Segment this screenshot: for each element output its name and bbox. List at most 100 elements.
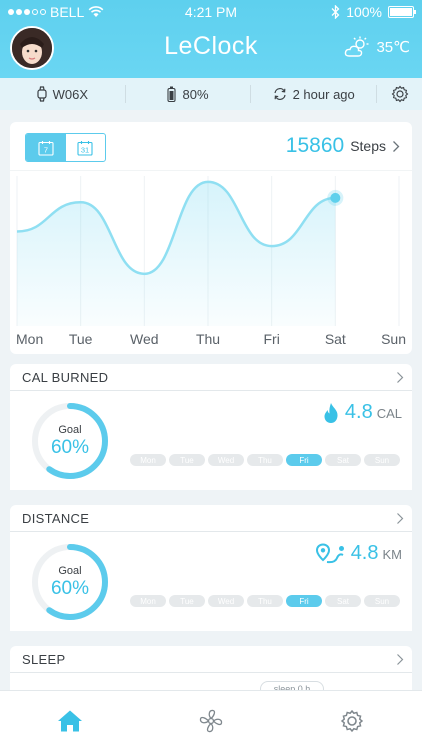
sleep-header[interactable]: SLEEP: [10, 646, 412, 672]
home-icon: [58, 710, 83, 731]
distance-goal-text: Goal 60%: [30, 542, 110, 622]
steps-chart: Mon Tue Wed Thu Fri Sat Sun: [10, 170, 412, 347]
sleep-title: SLEEP: [22, 652, 66, 667]
cal-day-thu[interactable]: Thu: [247, 454, 283, 466]
wifi-icon: [88, 6, 104, 17]
device-name[interactable]: W06X: [0, 85, 125, 103]
distance-day-wed[interactable]: Wed: [208, 595, 244, 607]
distance-day-tue[interactable]: Tue: [169, 595, 205, 607]
chart-series-line: [16, 180, 336, 276]
chart-area-fill: [17, 181, 336, 326]
distance-body: Goal 60% 4.8 KM Mon Tue Wed Thu Fri Sat …: [10, 531, 412, 631]
device-settings-button[interactable]: [376, 85, 422, 103]
cal-burned-header[interactable]: CAL BURNED: [10, 364, 412, 390]
distance-title: DISTANCE: [22, 511, 90, 526]
bluetooth-icon: [331, 5, 340, 19]
distance-day-fri[interactable]: Fri: [286, 595, 322, 607]
distance-unit: KM: [382, 547, 403, 562]
user-avatar[interactable]: [10, 26, 54, 70]
device-battery: 80%: [124, 85, 251, 103]
distance-day-sat[interactable]: Sat: [325, 595, 361, 607]
weather-widget[interactable]: 35℃: [344, 36, 410, 58]
distance-value: 4.8: [350, 542, 379, 564]
sync-icon: [273, 88, 286, 100]
distance-header[interactable]: DISTANCE: [10, 505, 412, 531]
distance-metric: 4.8 KM: [315, 542, 402, 565]
chevron-right-icon: [393, 140, 400, 152]
month-view-button[interactable]: 31: [66, 134, 106, 161]
distance-day-mon[interactable]: Mon: [130, 595, 166, 607]
status-time: 4:21 PM: [184, 4, 238, 20]
svg-text:7: 7: [44, 145, 48, 154]
cal-day-mon[interactable]: Mon: [130, 454, 166, 466]
date-range-toggle: 7 31: [25, 133, 106, 162]
distance-goal-label: Goal: [58, 564, 82, 577]
chart-x-label: Tue: [69, 331, 93, 347]
tab-home[interactable]: [0, 691, 141, 750]
app-title: LeClock: [164, 32, 258, 60]
chart-x-label: Thu: [196, 331, 220, 347]
distance-day-selector: Mon Tue Wed Thu Fri Sat Sun: [130, 595, 400, 607]
steps-card: 7 31 15860 Steps Mon Tue Wed Thu Fri Sat Sun: [10, 122, 412, 354]
tab-activity[interactable]: [141, 691, 282, 750]
cal-unit: CAL: [376, 406, 402, 421]
bottom-tab-bar: [0, 690, 422, 750]
battery-vertical-icon: [167, 86, 177, 102]
app-header: BELL 4:21 PM 100% LeClock: [0, 0, 422, 78]
calendar-week-icon: 7: [38, 140, 54, 156]
steps-summary[interactable]: 15860 Steps: [286, 134, 400, 158]
sleep-duration-pill: sleep 0 h: [260, 681, 324, 692]
cal-day-wed[interactable]: Wed: [208, 454, 244, 466]
chart-x-label: Wed: [130, 331, 159, 347]
distance-day-thu[interactable]: Thu: [247, 595, 283, 607]
cal-day-selector: Mon Tue Wed Thu Fri Sat Sun: [130, 454, 400, 466]
battery-icon: [388, 6, 416, 18]
chart-x-label: Sat: [325, 331, 346, 347]
steps-count: 15860: [285, 134, 345, 157]
cal-value: 4.8: [344, 401, 373, 423]
tab-settings[interactable]: [281, 691, 422, 750]
device-battery-value: 80%: [182, 86, 209, 102]
week-view-button[interactable]: 7: [26, 134, 66, 161]
carrier-info: BELL: [8, 4, 104, 20]
chevron-right-icon: [397, 513, 404, 524]
status-right: 100%: [331, 4, 416, 20]
chart-x-label: Sun: [381, 331, 406, 347]
cal-goal-ring: [32, 403, 108, 479]
device-info-bar: W06X 80% 2 hour ago: [0, 78, 422, 110]
cal-day-sat[interactable]: Sat: [325, 454, 361, 466]
map-pin-route-icon: [315, 542, 344, 563]
gear-icon: [391, 85, 408, 103]
distance-day-sun[interactable]: Sun: [364, 595, 400, 607]
chevron-right-icon: [397, 372, 404, 383]
battery-percent: 100%: [346, 4, 382, 20]
weather-temp: 35℃: [376, 39, 410, 56]
distance-goal-ring: [32, 544, 108, 620]
cal-goal-percent: 60%: [50, 436, 90, 458]
carrier-name: BELL: [50, 4, 85, 20]
chart-x-label: Fri: [264, 331, 280, 347]
cal-day-fri[interactable]: Fri: [286, 454, 322, 466]
cal-goal-label: Goal: [58, 423, 82, 436]
partly-cloudy-icon: [345, 36, 369, 57]
chart-point-current: [330, 192, 341, 203]
sync-time: 2 hour ago: [292, 86, 355, 102]
cal-metric: 4.8 CAL: [323, 401, 402, 424]
gear-icon: [340, 709, 363, 732]
chart-x-label: Mon: [16, 331, 43, 347]
calendar-month-icon: 31: [77, 140, 93, 156]
device-model: W06X: [52, 86, 89, 102]
cal-goal-text: Goal 60%: [30, 401, 110, 481]
cal-burned-title: CAL BURNED: [22, 370, 109, 385]
svg-text:31: 31: [81, 145, 89, 154]
watch-icon: [37, 86, 47, 102]
sleep-body: sleep 0 h: [10, 672, 412, 692]
cal-day-sun[interactable]: Sun: [364, 454, 400, 466]
sync-status[interactable]: 2 hour ago: [250, 85, 376, 103]
distance-goal-percent: 60%: [50, 577, 90, 599]
signal-icon: [8, 9, 46, 15]
steps-unit: Steps: [350, 138, 386, 154]
fan-icon: [199, 709, 223, 732]
cal-day-tue[interactable]: Tue: [169, 454, 205, 466]
flame-icon: [324, 402, 338, 423]
